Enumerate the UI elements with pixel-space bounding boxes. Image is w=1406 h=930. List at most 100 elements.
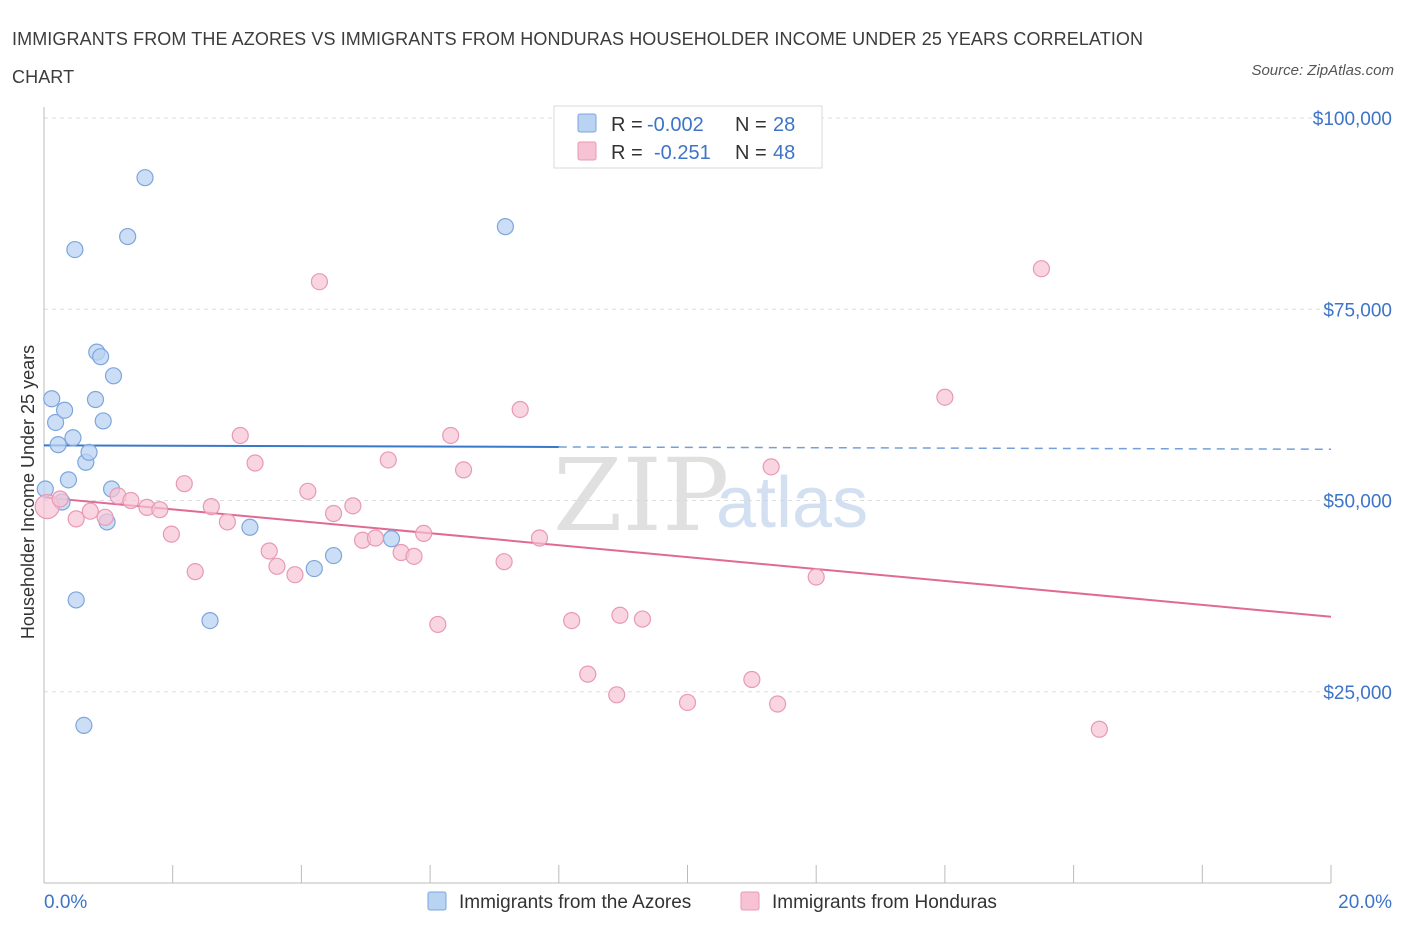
- honduras-point: [310, 273, 329, 291]
- watermark-atlas: atlas: [716, 463, 868, 543]
- legend-r-value-honduras: -0.251: [654, 142, 711, 164]
- azores-point: [305, 559, 323, 578]
- azores-point: [324, 546, 343, 565]
- y-tick-label: $25,000: [1323, 683, 1392, 704]
- honduras-point: [454, 461, 473, 479]
- azores-point: [201, 612, 219, 630]
- legend-r-label-honduras: R =: [611, 142, 643, 164]
- x-ticks: [43, 865, 1332, 883]
- honduras-point: [563, 612, 581, 630]
- honduras-point: [633, 610, 652, 628]
- azores-point: [66, 240, 84, 259]
- y-tick-labels: $25,000 $50,000 $75,000 $100,000: [1313, 109, 1392, 704]
- source-label: Source: ZipAtlas.com: [1251, 62, 1394, 79]
- legend-r-value-azores: -0.002: [647, 114, 704, 136]
- honduras-point: [324, 504, 343, 523]
- legend-swatch-honduras: [577, 141, 597, 161]
- honduras-point: [122, 491, 140, 510]
- gridlines: [44, 117, 1331, 693]
- azores-points: [36, 169, 514, 735]
- honduras-point: [405, 547, 423, 565]
- azores-point: [496, 218, 514, 236]
- honduras-point: [579, 665, 597, 683]
- honduras-point: [495, 553, 513, 571]
- honduras-points: [34, 260, 1108, 738]
- honduras-point: [151, 501, 169, 519]
- honduras-point: [608, 686, 626, 704]
- honduras-point: [299, 482, 317, 500]
- azores-point: [104, 367, 123, 385]
- honduras-point: [344, 497, 362, 515]
- bottom-legend-label-honduras: Immigrants from Honduras: [772, 892, 997, 913]
- honduras-point: [762, 458, 780, 476]
- azores-point: [59, 471, 78, 489]
- bottom-legend-label-azores: Immigrants from the Azores: [459, 892, 691, 913]
- honduras-point: [743, 670, 761, 689]
- x-tick-label-max: 20.0%: [1338, 892, 1392, 913]
- azores-point: [86, 390, 105, 409]
- legend-n-label-azores: N =: [735, 114, 767, 136]
- azores-point: [49, 436, 67, 454]
- legend-swatch-azores: [577, 113, 597, 133]
- honduras-point: [379, 451, 397, 469]
- honduras-point: [202, 498, 220, 516]
- trendline-azores-extension: [558, 446, 1332, 450]
- honduras-point: [366, 529, 385, 547]
- chart-title: IMMIGRANTS FROM THE AZORES VS IMMIGRANTS…: [12, 29, 1144, 87]
- azores-point: [46, 413, 65, 432]
- honduras-point: [218, 513, 236, 531]
- azores-point: [241, 518, 259, 536]
- honduras-point: [231, 426, 249, 445]
- y-axis-title: Householder Income Under 25 years: [18, 345, 38, 639]
- trendlines: [43, 444, 1332, 618]
- honduras-point: [1090, 720, 1108, 738]
- y-tick-label: $50,000: [1323, 492, 1392, 513]
- honduras-point: [429, 615, 447, 634]
- azores-point: [382, 530, 401, 548]
- watermark-zip: ZIP: [553, 437, 729, 554]
- honduras-point: [162, 525, 181, 543]
- honduras-point: [268, 557, 286, 575]
- legend-r-label-azores: R =: [611, 114, 643, 136]
- bottom-legend-swatch-azores: [427, 891, 447, 911]
- azores-point: [119, 227, 137, 246]
- honduras-point: [51, 490, 69, 508]
- honduras-point: [81, 502, 99, 520]
- azores-point: [92, 348, 110, 366]
- honduras-point: [186, 563, 204, 581]
- azores-point: [80, 443, 98, 461]
- honduras-point: [611, 606, 629, 624]
- trendline-azores: [43, 444, 559, 448]
- y-tick-label: $100,000: [1313, 109, 1392, 130]
- honduras-point: [286, 566, 304, 584]
- honduras-point: [175, 475, 193, 493]
- honduras-point: [530, 529, 549, 547]
- y-tick-label: $75,000: [1323, 300, 1392, 321]
- azores-point: [75, 716, 93, 735]
- honduras-point: [936, 388, 954, 406]
- azores-point: [55, 401, 74, 419]
- trendline-honduras: [43, 496, 1332, 618]
- honduras-point: [511, 400, 529, 419]
- bottom-legend-swatch-honduras: [740, 891, 760, 911]
- honduras-point: [67, 510, 85, 528]
- bottom-legend: Immigrants from the Azores Immigrants fr…: [427, 891, 997, 913]
- honduras-point: [260, 542, 278, 560]
- honduras-point: [807, 568, 825, 586]
- legend-n-label-honduras: N =: [735, 142, 767, 164]
- honduras-point: [96, 508, 114, 526]
- honduras-point: [1032, 260, 1051, 278]
- legend-n-value-azores: 28: [773, 114, 795, 136]
- honduras-point: [442, 426, 460, 445]
- azores-point: [136, 169, 154, 187]
- honduras-point: [246, 454, 264, 472]
- azores-point: [67, 591, 85, 609]
- legend-n-value-honduras: 48: [773, 142, 795, 164]
- honduras-point: [768, 695, 787, 713]
- honduras-point: [678, 693, 697, 712]
- honduras-point: [415, 524, 433, 542]
- azores-point: [64, 429, 82, 447]
- x-tick-label-min: 0.0%: [44, 892, 87, 913]
